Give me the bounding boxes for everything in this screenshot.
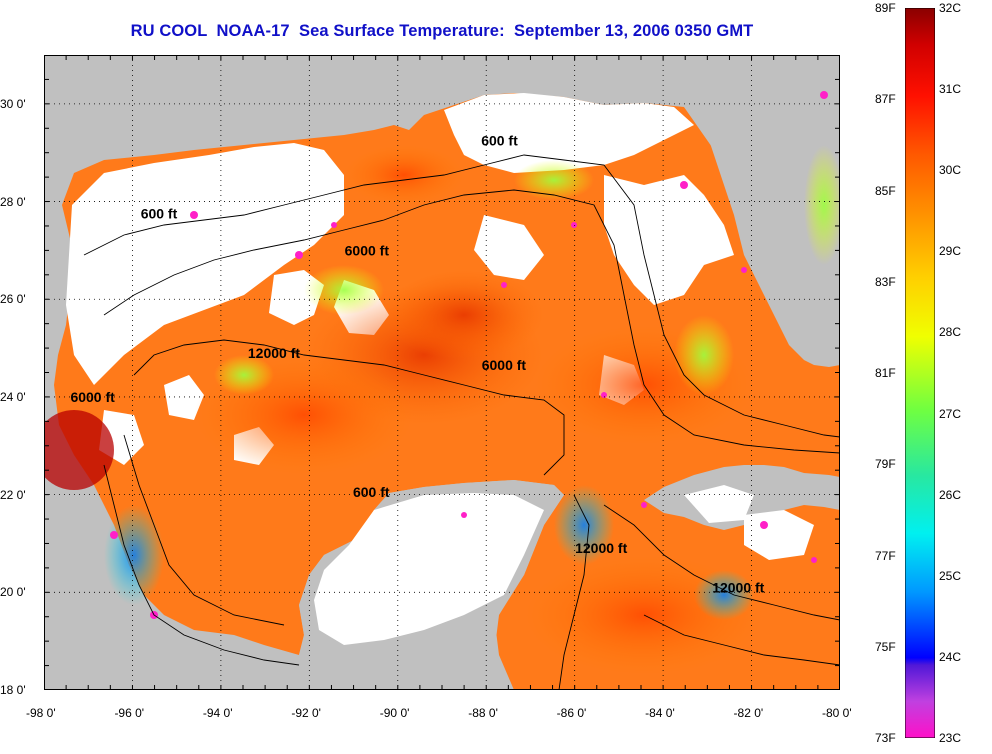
longitude-label: -86 0' [556,706,587,720]
contour-label: 600 ft [481,132,518,148]
cold-specks [110,91,828,619]
contour-label: 6000 ft [345,242,390,258]
contour-label: 6000 ft [482,357,527,373]
longitude-label: -90 0' [379,706,410,720]
map-panel: 600 ft 600 ft 6000 ft 12000 ft 6000 ft 6000 f… [43,54,841,691]
fahrenheit-label: 75F [875,639,896,654]
longitude-label: -82 0' [733,706,764,720]
colorbar-fill [905,8,935,738]
contour-label: 12000 ft [248,345,300,361]
longitude-label: -96 0' [114,706,145,720]
latitude-label: 18 0' [0,683,26,697]
latitude-label: 30 0' [0,96,26,111]
latitude-label: 26 0' [0,292,26,307]
latitude-label: 24 0' [0,389,26,404]
celsius-label: 23C [939,731,962,745]
contour-label: 600 ft [141,206,178,222]
celsius-label: 32C [939,1,962,15]
fahrenheit-label: 87F [875,92,896,107]
contour-label: 6000 ft [70,389,115,405]
fahrenheit-label: 85F [875,183,896,198]
fahrenheit-label: 77F [875,548,896,563]
contour-label-layer: 600 ft 600 ft 6000 ft 12000 ft 6000 ft 6000 f… [70,132,764,595]
fahrenheit-label: 79F [875,457,896,472]
sst-map: 600 ft 600 ft 6000 ft 12000 ft 6000 ft 6000 f… [43,54,841,691]
map-title: RU COOL NOAA-17 Sea Surface Temperature:… [130,22,754,40]
longitude-label: -94 0' [202,706,233,720]
fahrenheit-label: 73F [875,731,896,745]
map-frame [44,55,840,690]
temperature-colorbar [905,8,935,738]
fahrenheit-label: 81F [875,366,896,380]
fahrenheit-label: 89F [875,1,896,15]
contour-label: 600 ft [353,484,390,500]
celsius-label: 28C [939,325,962,340]
longitude-label: -88 0' [468,706,498,720]
celsius-label: 26C [939,487,962,502]
longitude-label: -84 0' [645,706,675,720]
celsius-label: 29C [939,244,962,259]
celsius-label: 30C [939,163,962,178]
celsius-label: 27C [939,406,962,421]
contour-label: 12000 ft [712,579,764,595]
latitude-label: 28 0' [0,194,26,209]
fahrenheit-label: 83F [875,274,896,289]
florida-land [684,70,840,360]
contour-label: 12000 ft [575,540,627,556]
longitude-label: -80 0' [822,706,852,720]
longitude-label: -98 0' [26,706,56,720]
latitude-label: 22 0' [0,487,26,502]
bathymetry-contours [83,154,840,690]
cool-sst-patches [104,145,840,620]
celsius-label: 24C [939,649,962,664]
celsius-label: 25C [939,568,962,583]
celsius-label: 31C [939,82,962,97]
longitude-label: -92 0' [291,706,321,720]
latitude-label: 20 0' [0,585,26,600]
